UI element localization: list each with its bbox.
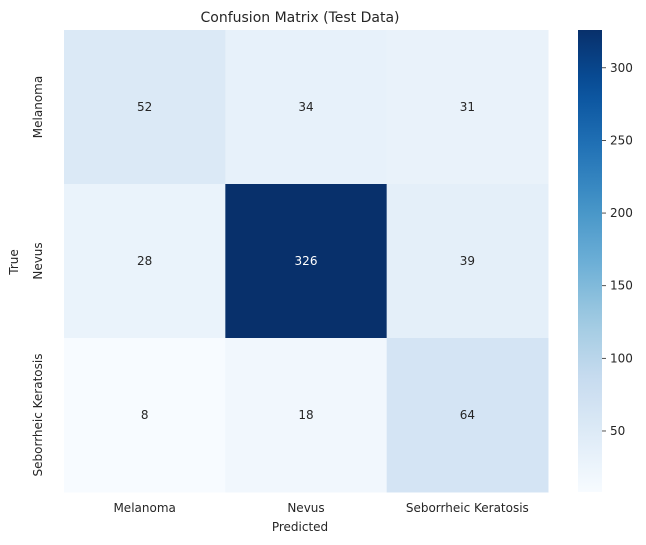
cell-value-label: 64 [460,408,475,422]
cell-value-label: 39 [460,254,475,268]
heatmap-cell [386,184,549,339]
y-tick-labels: Melanoma Nevus Seborrheic Keratosis [31,76,45,477]
colorbar-ticks: 50 100 150 200 250 300 [602,61,633,438]
colorbar-tick-label: 300 [610,61,633,75]
x-axis-label: Predicted [272,520,328,534]
cell-value-label: 52 [137,100,152,114]
y-tick-label: Seborrheic Keratosis [31,354,45,477]
colorbar [578,30,602,492]
x-tick-labels: Melanoma Nevus Seborrheic Keratosis [113,501,528,515]
heatmap-cell [225,184,388,339]
heatmap-cell [386,30,549,185]
colorbar-tick-label: 250 [610,133,633,147]
heatmap-cell [64,30,226,185]
heatmap-cell [225,338,388,493]
heatmap-cell [64,338,226,493]
cell-value-label: 8 [141,408,149,422]
cell-value-label: 326 [295,254,318,268]
heatmap-cells: 52 34 31 28 326 39 8 18 64 [64,30,549,493]
cell-value-label: 18 [298,408,313,422]
x-tick-label: Melanoma [113,501,175,515]
x-tick-label: Nevus [287,501,324,515]
cell-value-label: 31 [460,100,475,114]
y-axis-label: True [7,249,21,276]
colorbar-tick-label: 200 [610,206,633,220]
heatmap-cell [386,338,549,493]
heatmap-cell [225,30,388,185]
cell-value-label: 34 [298,100,313,114]
cell-value-label: 28 [137,254,152,268]
colorbar-tick-label: 150 [610,279,633,293]
y-tick-label: Nevus [31,242,45,279]
heatmap-cell [64,184,226,339]
y-tick-label: Melanoma [31,76,45,138]
colorbar-tick-label: 100 [610,351,633,365]
chart-title: Confusion Matrix (Test Data) [201,10,400,26]
x-tick-label: Seborrheic Keratosis [406,501,529,515]
colorbar-tick-label: 50 [610,424,625,438]
